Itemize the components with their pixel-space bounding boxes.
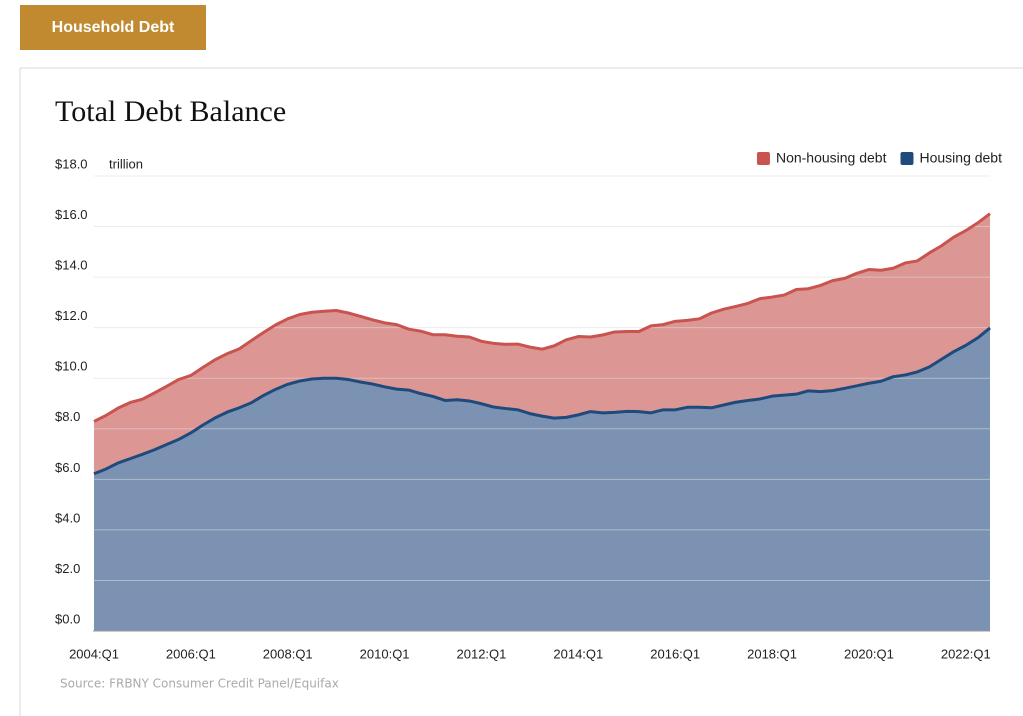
legend-swatch [900,152,914,165]
y-tick-label: $6.0 [55,460,80,475]
x-tick-label: 2016:Q1 [650,646,700,661]
source: Source: FRBNY Consumer Credit Panel/Equi… [60,677,339,691]
chart-title: Total Debt Balance [55,95,286,128]
y-tick-label: $14.0 [55,258,88,273]
x-tick-label: 2020:Q1 [844,646,894,661]
x-tick-label: 2012:Q1 [457,646,507,661]
x-tick-label: 2008:Q1 [263,646,313,661]
legend-label: Non-housing debt [776,150,887,166]
plot: $0.0 $2.0 $4.0 $6.0 $8.0 $10.0 $12.0 $14.0 $16.0… [55,150,1002,662]
area [94,213,990,474]
tab[interactable] [20,5,206,50]
y-tick-label: $16.0 [55,207,88,222]
y-tick-label: $2.0 [55,561,80,576]
y-tick-label: $10.0 [55,359,88,374]
tab-label[interactable]: Household Debt [52,19,175,36]
x-tick-label: 2022:Q1 [941,646,991,661]
y-tick-label: $0.0 [55,611,80,626]
y-tick-label: $8.0 [55,409,80,424]
y-unit: trillion [109,156,143,171]
x-tick-label: 2014:Q1 [553,646,603,661]
x-tick-label: 2006:Q1 [166,646,216,661]
y-tick-label: $4.0 [55,510,80,525]
line [93,212,991,423]
x-tick-label: 2004:Q1 [69,646,119,661]
line [93,326,991,476]
y-tick-label: $12.0 [55,308,88,323]
legend-swatch [756,152,770,165]
x-tick-label: 2010:Q1 [360,646,410,661]
y-tick-label: $18.0 [55,156,88,171]
legend-label: Housing debt [919,150,1002,166]
x-tick-label: 2018:Q1 [747,646,797,661]
